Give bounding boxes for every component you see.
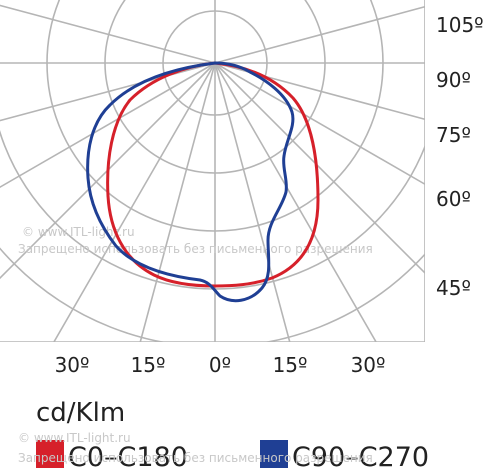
angle-label-60: 60º bbox=[436, 187, 471, 211]
angle-label-bottom-30-left: 30º bbox=[55, 353, 90, 377]
grid-spoke bbox=[139, 62, 216, 342]
angle-label-bottom-30-right: 30º bbox=[351, 353, 386, 377]
series-c0-c180-curve bbox=[106, 61, 320, 288]
grid-spoke bbox=[0, 4, 216, 64]
legend-label-c90-c270: C90–C270 bbox=[292, 442, 429, 473]
series-c90-c270-curve bbox=[86, 61, 295, 303]
grid-spoke bbox=[0, 62, 216, 189]
grid-spoke bbox=[52, 62, 216, 342]
unit-label: cd/Klm bbox=[36, 398, 125, 428]
grid-spoke bbox=[214, 5, 425, 64]
watermark-url: © www.ITL-light.ru bbox=[22, 225, 135, 239]
grid-spoke bbox=[214, 62, 425, 186]
watermark-text: Запрещено использовать без письменного р… bbox=[18, 242, 373, 256]
grid-circle bbox=[0, 247, 425, 342]
legend-label-c0-c180: C0–C180 bbox=[68, 442, 188, 473]
angle-label-90: 90º bbox=[436, 68, 471, 92]
angle-label-75: 75º bbox=[436, 123, 471, 147]
grid-spoke bbox=[214, 62, 378, 342]
grid-spoke bbox=[214, 62, 425, 275]
angle-label-bottom-15-right: 15º bbox=[273, 353, 308, 377]
grid-spoke bbox=[214, 62, 291, 342]
angle-label-bottom-0: 0º bbox=[209, 353, 231, 377]
watermark-url-bottom: © www.ITL-light.ru bbox=[18, 431, 131, 445]
angle-label-45: 45º bbox=[436, 276, 471, 300]
legend-swatch-c90-c270 bbox=[260, 440, 288, 468]
polar-grid bbox=[0, 0, 425, 342]
legend-swatch-c0-c180 bbox=[36, 440, 64, 468]
grid-spoke bbox=[0, 62, 216, 280]
angle-label-bottom-15-left: 15º bbox=[131, 353, 166, 377]
watermark-text-bottom: Запрещено использовать без письменного р… bbox=[18, 451, 373, 465]
angle-label-105: 105º bbox=[436, 13, 484, 37]
